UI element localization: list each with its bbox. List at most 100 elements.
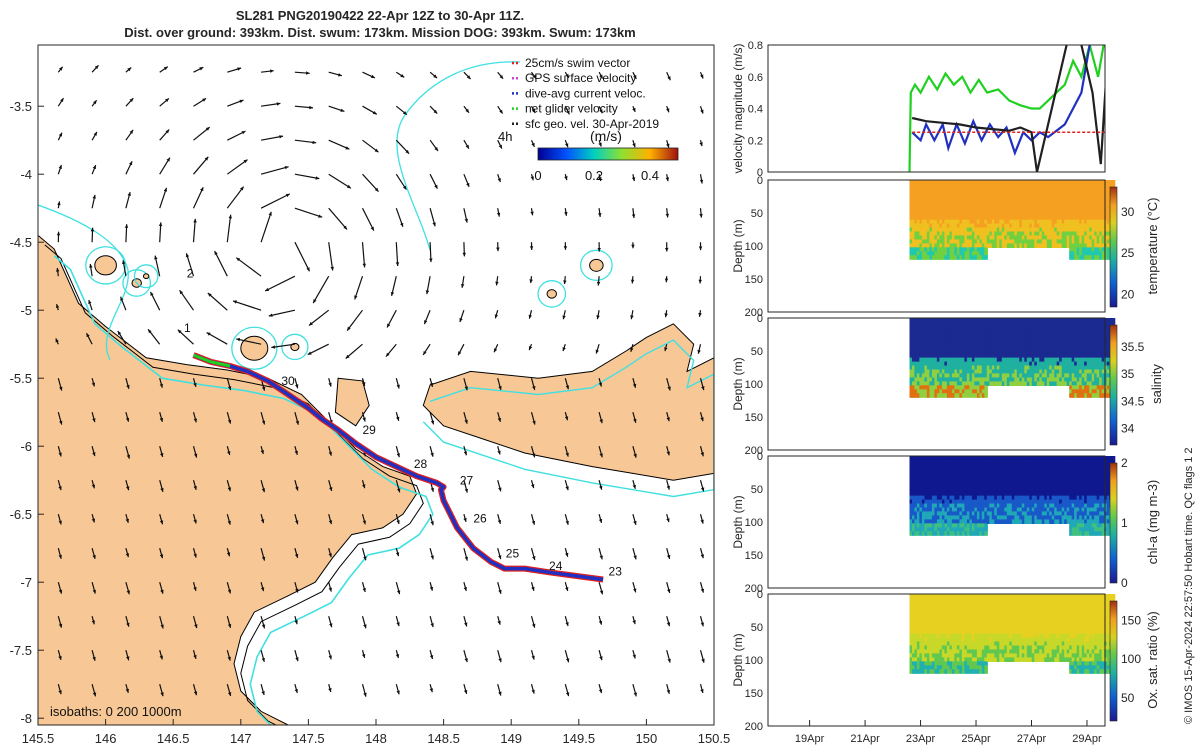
heatmap-cell	[1056, 373, 1061, 378]
velocity-arrowhead	[667, 76, 671, 81]
heatmap-cell	[1101, 381, 1106, 386]
heatmap-cell	[931, 345, 936, 351]
heatmap-cell	[1021, 471, 1026, 477]
heatmap-cell	[936, 333, 941, 339]
velocity-arrowhead	[700, 487, 705, 492]
heatmap-cell	[916, 369, 921, 375]
profile-ytick: 50	[751, 208, 763, 220]
heatmap-cell	[1006, 460, 1011, 465]
heatmap-cell	[931, 337, 936, 343]
heatmap-cell	[1039, 515, 1043, 520]
velocity-arrowhead	[177, 329, 182, 334]
heatmap-cell	[956, 377, 961, 382]
heatmap-cell	[934, 527, 938, 532]
heatmap-cell	[1084, 361, 1088, 367]
heatmap-cell	[936, 491, 941, 497]
heatmap-cell	[964, 365, 968, 371]
heatmap-cell	[996, 471, 1001, 477]
heatmap-cell	[1091, 381, 1096, 386]
heatmap-cell	[1096, 251, 1101, 256]
heatmap-cell	[971, 357, 976, 363]
heatmap-cell	[1064, 195, 1068, 201]
heatmap-cell	[1031, 373, 1036, 378]
heatmap-cell	[1066, 369, 1071, 375]
heatmap-cell	[1039, 519, 1043, 524]
heatmap-cell	[949, 527, 953, 532]
heatmap-cell	[912, 203, 916, 209]
heatmap-cell	[1071, 227, 1076, 233]
heatmap-cell	[1014, 223, 1018, 229]
heatmap-cell	[926, 215, 931, 221]
heatmap-cell	[1076, 255, 1081, 260]
heatmap-cell	[1004, 199, 1008, 205]
heatmap-cell	[1041, 460, 1046, 465]
heatmap-cell	[1006, 184, 1011, 189]
heatmap-cell	[939, 467, 943, 473]
heatmap-cell	[1094, 377, 1098, 382]
colorbar-label: temperature (°C)	[1145, 198, 1160, 295]
velocity-arrowhead	[430, 521, 434, 526]
heatmap-cell	[976, 215, 981, 221]
heatmap-cell	[946, 479, 951, 485]
heatmap-cell	[916, 219, 921, 225]
velocity-arrowhead	[700, 519, 704, 524]
velocity-arrowhead	[90, 227, 95, 232]
heatmap-cell	[984, 184, 988, 189]
heatmap-cell	[936, 184, 941, 189]
heatmap-cell	[936, 511, 941, 516]
heatmap-cell	[1016, 503, 1021, 509]
heatmap-cell	[974, 211, 978, 217]
heatmap-cell	[974, 365, 978, 371]
heatmap-cell	[974, 349, 978, 355]
heatmap-cell	[916, 223, 921, 229]
heatmap-cell	[1106, 235, 1111, 240]
heatmap-cell	[959, 195, 963, 201]
heatmap-cell	[946, 184, 951, 189]
heatmap-cell	[1019, 341, 1023, 347]
heatmap-cell	[929, 475, 933, 481]
heatmap-cell	[1009, 491, 1013, 497]
heatmap-cell	[1031, 353, 1036, 359]
heatmap-cell	[966, 219, 971, 225]
heatmap-cell	[969, 184, 973, 189]
heatmap-cell	[1026, 487, 1031, 493]
heatmap-cell	[989, 322, 993, 327]
day-label: 26	[473, 511, 487, 525]
heatmap-cell	[929, 211, 933, 217]
velocity-arrowhead	[565, 385, 570, 390]
heatmap-cell	[996, 187, 1001, 193]
heatmap-cell	[1106, 211, 1111, 217]
heatmap-cell	[1041, 515, 1046, 520]
heatmap-cell	[1091, 239, 1096, 244]
heatmap-cell	[916, 531, 921, 536]
heatmap-cell	[1086, 322, 1091, 327]
heatmap-cell	[1091, 203, 1096, 209]
velocity-arrowhead	[396, 520, 400, 524]
heatmap-cell	[1011, 231, 1016, 237]
heatmap-cell	[944, 329, 948, 335]
heatmap-cell	[986, 373, 991, 378]
heatmap-cell	[1079, 373, 1083, 378]
heatmap-cell	[1061, 195, 1066, 201]
heatmap-cell	[929, 499, 933, 505]
heatmap-cell	[1084, 369, 1088, 375]
heatmap-cell	[961, 235, 966, 240]
heatmap-cell	[959, 357, 963, 363]
heatmap-cell	[1064, 231, 1068, 237]
heatmap-cell	[984, 365, 988, 371]
heatmap-cell	[916, 460, 921, 465]
heatmap-cell	[1034, 207, 1038, 213]
heatmap-cell	[1054, 341, 1058, 347]
heatmap-cell	[961, 527, 966, 532]
heatmap-cell	[1041, 357, 1046, 363]
heatmap-cell	[1046, 322, 1051, 327]
heatmap-cell	[1041, 215, 1046, 221]
heatmap-cell	[986, 499, 991, 505]
heatmap-cell	[921, 385, 926, 390]
heatmap-cell	[961, 191, 966, 197]
heatmap-cell	[1076, 203, 1081, 209]
heatmap-cell	[916, 251, 921, 256]
heatmap-cell	[1066, 377, 1071, 382]
heatmap-cell	[912, 353, 916, 359]
heatmap-cell	[1104, 191, 1108, 197]
